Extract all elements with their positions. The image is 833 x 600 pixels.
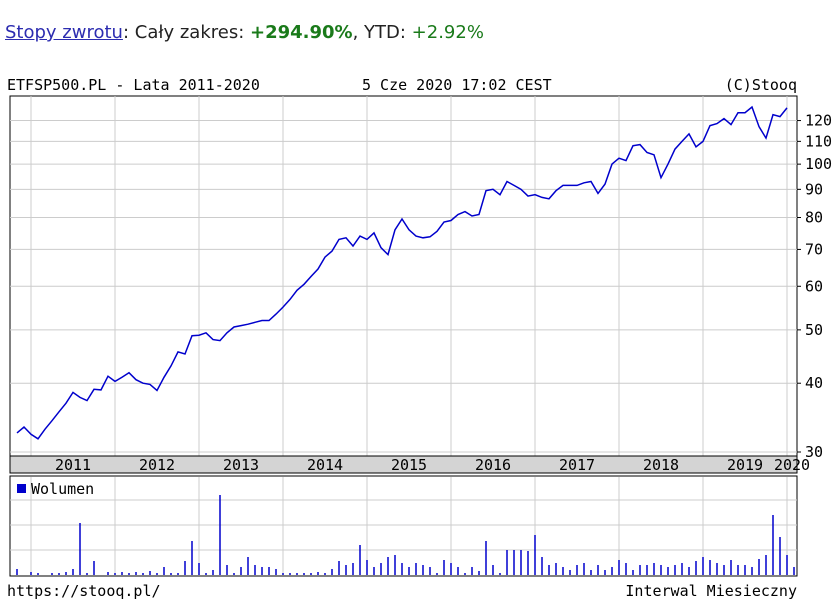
year-label: 2013 (223, 456, 259, 474)
year-label: 2015 (391, 456, 427, 474)
price-grid (10, 96, 797, 456)
chart-date-header: 5 Cze 2020 17:02 CEST (362, 76, 552, 94)
volume-grid (10, 477, 797, 575)
chart-copyright: (C)Stooq (725, 76, 797, 94)
year-label: 2020 (774, 456, 810, 474)
range-value: +294.90% (249, 22, 353, 43)
range-label: Cały zakres: (134, 22, 250, 43)
ytd-label: , YTD: (352, 22, 412, 43)
returns-link[interactable]: Stopy zwrotu (5, 22, 123, 43)
volume-panel (9, 475, 798, 577)
volume-legend-label: Wolumen (31, 480, 94, 498)
year-label: 2014 (307, 456, 343, 474)
year-label: 2018 (643, 456, 679, 474)
price-tick-label: 110 (805, 132, 832, 150)
year-label: 2017 (559, 456, 595, 474)
price-tick-label: 50 (805, 321, 823, 339)
price-tick-label: 70 (805, 240, 823, 258)
footer-interval: Interwal Miesieczny (625, 582, 797, 600)
year-label: 2011 (55, 456, 91, 474)
volume-bars (16, 495, 795, 575)
summary-separator: : (122, 22, 135, 43)
price-series-line (16, 105, 788, 440)
price-tick-label: 60 (805, 277, 823, 295)
volume-legend-swatch (17, 484, 26, 493)
price-y-ticks: 30 40 50 60 70 80 90 100 110 120 (797, 112, 832, 461)
year-label: 2019 (727, 456, 763, 474)
price-tick-label: 80 (805, 208, 823, 226)
ytd-value: +2.92% (411, 22, 484, 43)
price-tick-label: 40 (805, 374, 823, 392)
footer-url[interactable]: https://stooq.pl/ (7, 582, 161, 600)
year-axis-band (9, 455, 798, 474)
price-tick-label: 120 (805, 112, 832, 130)
year-axis-labels: 2011 2012 2013 2014 2015 2016 2017 2018 2019 2020 (55, 456, 810, 474)
chart-symbol-header: ETFSP500.PL - Lata 2011-2020 (7, 76, 260, 94)
year-label: 2012 (139, 456, 175, 474)
price-tick-label: 90 (805, 180, 823, 198)
year-label: 2016 (475, 456, 511, 474)
price-panel (9, 95, 798, 457)
price-tick-label: 100 (805, 155, 832, 173)
price-tick-label: 30 (805, 443, 823, 461)
returns-summary: Stopy zwrotu: Cały zakres: +294.90%, YTD… (5, 22, 484, 43)
